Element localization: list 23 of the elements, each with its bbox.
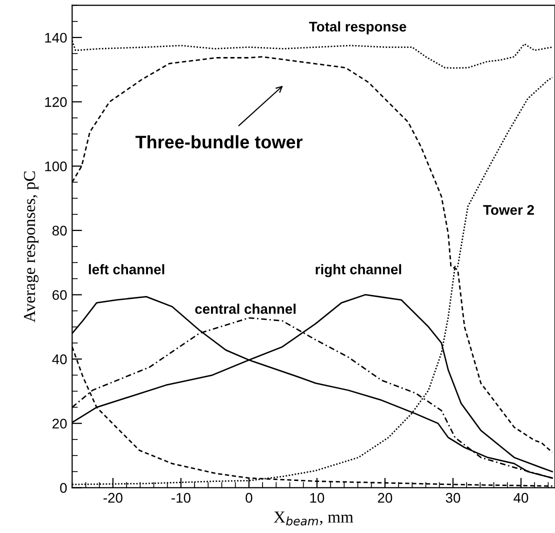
x-tick-label: 30 [446, 492, 460, 503]
x-tick-label: 20 [378, 492, 392, 503]
series-label: right channel [316, 264, 402, 278]
x-tick-label: -10 [172, 492, 190, 503]
x-tick-label: -20 [104, 492, 122, 503]
y-tick-label: 100 [45, 161, 67, 172]
y-tick-label: 20 [52, 418, 67, 429]
series-label: Tower 2 [483, 205, 534, 215]
y-tick-label: 80 [52, 226, 67, 236]
y-axis-title: Average responses, pC [24, 171, 39, 322]
x-tick-label: 40 [514, 492, 528, 503]
y-tick-label: 60 [52, 290, 67, 300]
series-label: Total response [309, 21, 406, 34]
y-tick-label: 40 [52, 354, 67, 364]
x-tick-label: 0 [246, 492, 252, 503]
x-tick-label: 10 [310, 492, 324, 503]
y-tick-label: 140 [45, 32, 67, 43]
series-label: central channel [195, 304, 296, 314]
annotation: Three-bundle tower [135, 135, 303, 148]
y-tick-label: 120 [45, 97, 67, 107]
x-axis-title: X$_{beam}$, mm [274, 512, 354, 526]
y-tick-label: 0 [60, 483, 67, 493]
series-label: left channel [88, 264, 164, 274]
